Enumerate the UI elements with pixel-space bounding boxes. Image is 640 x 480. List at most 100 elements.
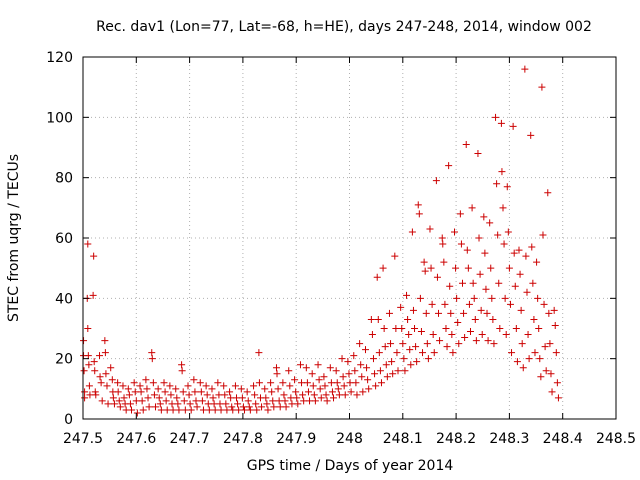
data-point: [119, 382, 127, 390]
data-point: [160, 379, 168, 387]
data-point: [483, 309, 491, 317]
data-point: [327, 379, 335, 387]
x-tick-label: 247.6: [116, 431, 156, 447]
data-point: [228, 403, 236, 411]
data-point: [90, 358, 98, 366]
data-point: [492, 113, 500, 121]
data-point: [528, 243, 536, 251]
data-point: [162, 397, 170, 405]
data-point: [150, 391, 158, 399]
data-point: [383, 373, 391, 381]
data-point: [518, 340, 526, 348]
data-point: [178, 367, 186, 375]
data-point: [210, 400, 218, 408]
data-point: [148, 349, 156, 357]
y-tick-label: 60: [55, 231, 73, 247]
data-point: [238, 394, 246, 402]
data-point: [513, 358, 521, 366]
data-point: [81, 394, 89, 402]
data-point: [387, 340, 395, 348]
x-tick-label: 248.5: [596, 431, 636, 447]
data-point: [353, 391, 361, 399]
data-point: [448, 331, 456, 339]
data-point: [309, 382, 317, 390]
data-point: [501, 294, 509, 302]
data-point: [145, 403, 153, 411]
data-point: [298, 379, 306, 387]
data-point: [253, 406, 261, 414]
data-point: [288, 400, 296, 408]
data-point: [148, 355, 156, 363]
data-point: [181, 406, 189, 414]
data-point: [197, 388, 205, 396]
data-point: [475, 234, 483, 242]
data-point: [340, 382, 348, 390]
data-point: [163, 406, 171, 414]
data-point: [203, 391, 211, 399]
data-point: [240, 406, 248, 414]
data-point: [361, 346, 369, 354]
data-point: [196, 379, 204, 387]
data-point: [84, 325, 92, 332]
data-point: [365, 385, 373, 393]
data-point: [529, 279, 537, 287]
data-point: [98, 397, 106, 405]
x-tick-label: 247.9: [276, 431, 316, 447]
data-point: [351, 367, 359, 375]
data-point: [477, 306, 485, 314]
data-point: [486, 219, 494, 227]
data-point: [237, 385, 245, 393]
data-point: [142, 376, 150, 384]
data-point: [246, 406, 254, 414]
data-point: [330, 394, 338, 402]
data-point: [97, 379, 105, 387]
data-point: [223, 406, 231, 414]
data-point: [193, 403, 201, 411]
data-point: [426, 225, 434, 233]
data-point: [209, 394, 217, 402]
data-point: [314, 361, 322, 369]
data-point: [96, 352, 104, 360]
data-point: [205, 406, 213, 414]
data-point: [391, 252, 399, 260]
data-point: [173, 394, 181, 402]
data-point: [468, 204, 476, 212]
data-point: [149, 379, 157, 387]
data-point: [417, 328, 425, 336]
data-point: [482, 285, 490, 293]
data-point: [538, 83, 546, 91]
data-point: [447, 309, 455, 317]
data-point: [282, 403, 290, 411]
data-point: [179, 388, 187, 396]
data-point: [524, 331, 532, 339]
data-point: [493, 180, 501, 188]
data-point: [393, 349, 401, 357]
data-point: [466, 328, 474, 336]
data-point: [438, 234, 446, 242]
data-point: [375, 349, 383, 357]
data-point: [245, 403, 253, 411]
data-point: [167, 391, 175, 399]
data-point: [154, 385, 162, 393]
data-point: [231, 382, 239, 390]
data-point: [138, 397, 146, 405]
data-point: [509, 122, 517, 130]
data-point: [185, 391, 193, 399]
data-point: [455, 340, 463, 348]
data-point: [264, 406, 272, 414]
y-tick-label: 40: [55, 291, 73, 307]
data-point: [84, 240, 92, 248]
data-point: [531, 349, 539, 357]
data-point: [530, 315, 538, 323]
data-point: [551, 321, 559, 329]
data-point: [208, 385, 216, 393]
data-point: [262, 394, 270, 402]
data-point: [385, 309, 393, 317]
data-point: [326, 364, 334, 372]
data-point: [456, 210, 464, 218]
data-point: [221, 391, 229, 399]
data-point: [379, 264, 387, 272]
data-point: [131, 388, 139, 396]
data-point: [344, 358, 352, 366]
data-point: [234, 400, 242, 408]
